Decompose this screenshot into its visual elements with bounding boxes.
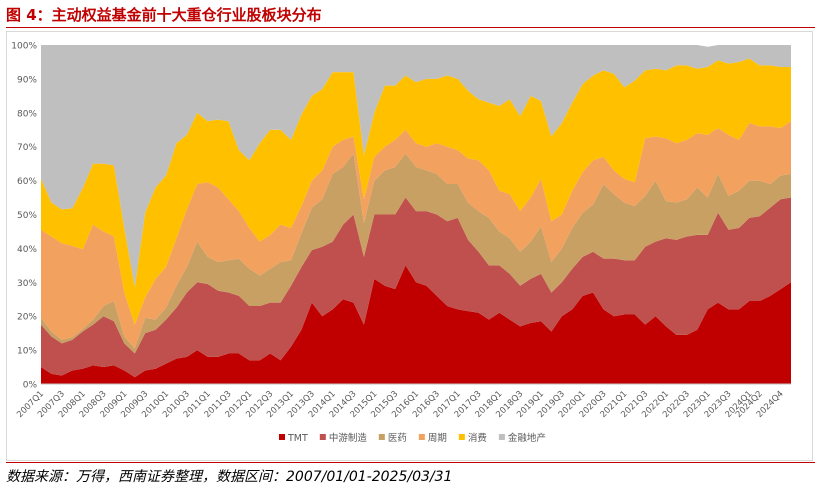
legend-label: 周期 — [428, 433, 447, 444]
x-axis: 2007Q12007Q32008Q12008Q32009Q12009Q32010… — [15, 383, 791, 420]
legend-label: 中游制造 — [329, 432, 368, 444]
area-series-4 — [41, 58, 791, 325]
y-tick-label: 50% — [17, 211, 37, 221]
legend-swatch — [279, 434, 285, 440]
stacked-area-chart: 0% 10% 20% 30% 40% 50% 60% 70% 80% 90% 100% 2007Q1… — [11, 42, 791, 444]
legend-label: TMT — [287, 433, 308, 444]
y-tick-label: 70% — [17, 143, 37, 153]
legend-swatch — [319, 434, 326, 440]
figure-title: 图 4：主动权益基金前十大重仓行业股板块分布 — [6, 6, 322, 24]
source-note: 数据来源：万得，西南证券整理，数据区间：2007/01/01-2025/03/3… — [6, 469, 453, 485]
y-tick-label: 100% — [11, 42, 37, 52]
y-tick-label: 10% — [17, 347, 37, 357]
area-series-1 — [41, 197, 791, 378]
area-series-5 — [41, 45, 791, 288]
y-tick-label: 60% — [17, 177, 37, 187]
y-tick-label: 30% — [17, 279, 37, 289]
legend-swatch — [458, 434, 465, 440]
area-layers — [41, 45, 791, 384]
y-tick-label: 90% — [17, 75, 37, 85]
area-series-2 — [41, 153, 791, 354]
legend-label: 消费 — [468, 432, 487, 444]
source-rule — [6, 462, 815, 463]
y-tick-label: 80% — [17, 109, 37, 119]
legend-label: 金融地产 — [508, 432, 546, 444]
area-series-3 — [41, 121, 791, 349]
y-axis: 0% 10% 20% 30% 40% 50% 60% 70% 80% 90% 100% — [11, 42, 37, 391]
y-tick-label: 40% — [17, 245, 37, 255]
legend-swatch — [498, 434, 505, 440]
legend: TMT 中游制造 医药 周期 消费 金融地产 — [279, 432, 546, 444]
title-rule — [6, 27, 815, 28]
legend-swatch — [418, 434, 425, 440]
y-tick-label: 0% — [23, 381, 38, 391]
area-series-0 — [41, 265, 791, 384]
chart-panel: 0% 10% 20% 30% 40% 50% 60% 70% 80% 90% 100% 2007Q1… — [6, 31, 813, 461]
legend-swatch — [378, 434, 385, 440]
legend-label: 医药 — [388, 433, 407, 444]
y-tick-label: 20% — [17, 313, 37, 323]
